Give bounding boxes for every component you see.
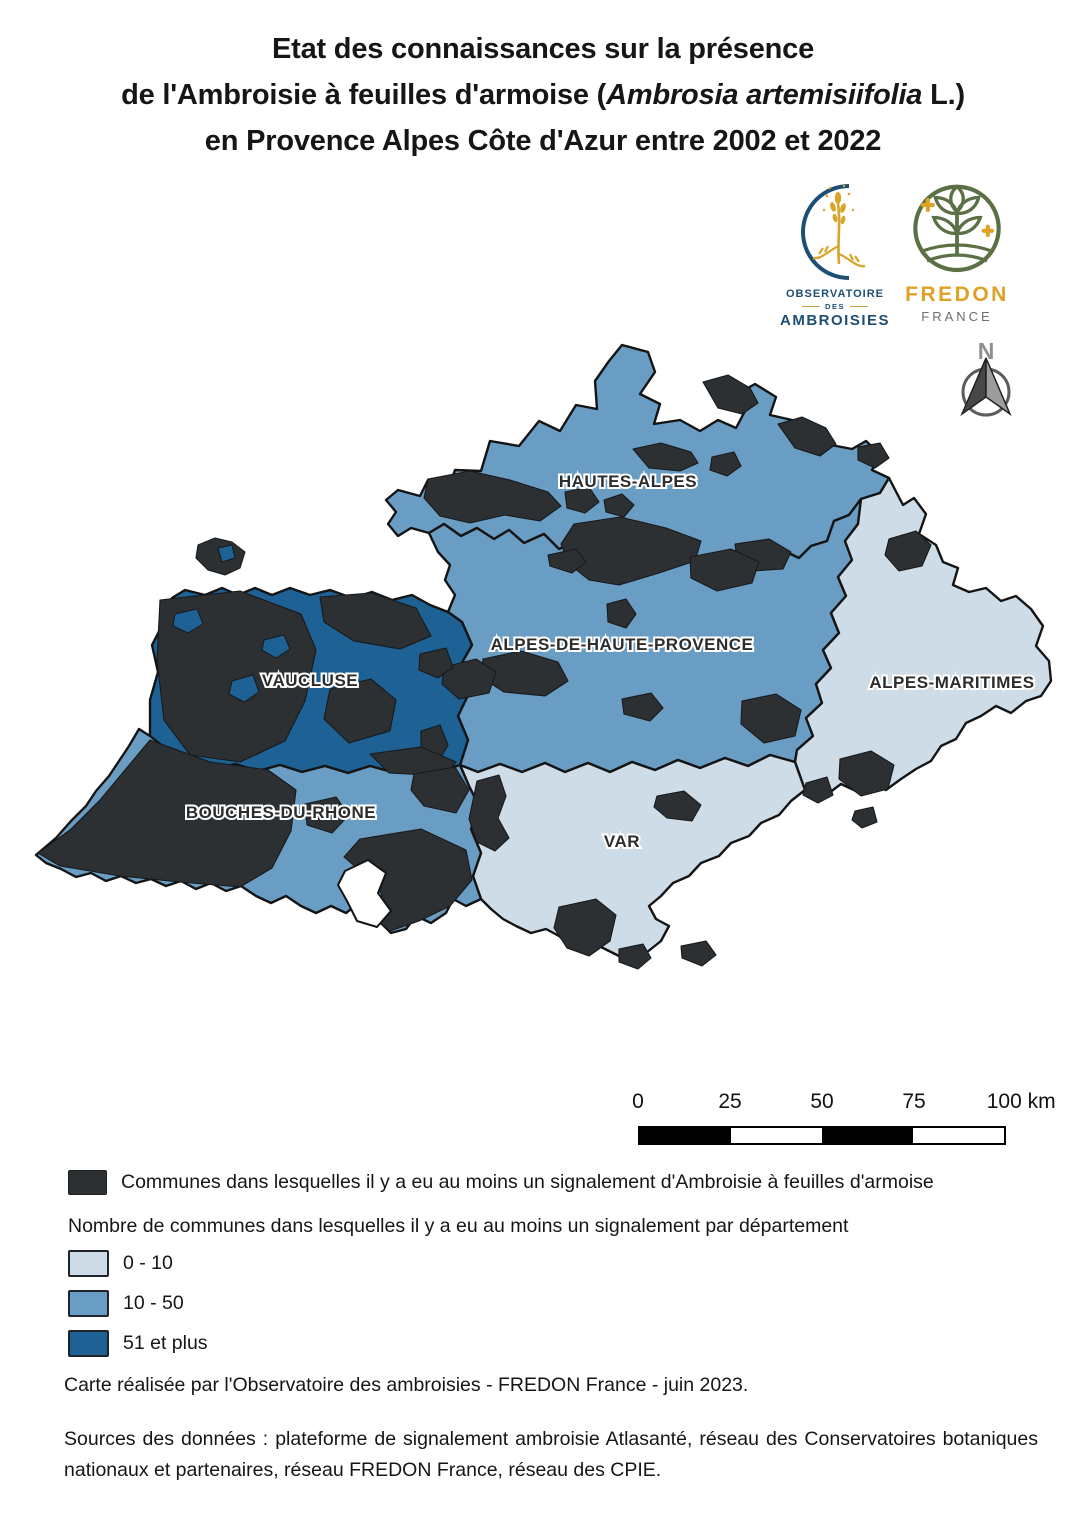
commune-blob <box>802 776 834 804</box>
commune-blob <box>653 790 702 822</box>
legend-label-signalement: Communes dans lesquelles il y a eu au mo… <box>121 1171 934 1193</box>
commune-blob <box>740 693 802 744</box>
commune-blob <box>603 493 635 518</box>
commune-blob <box>838 750 895 797</box>
scale-segment <box>822 1128 913 1143</box>
blue-gap <box>261 634 291 659</box>
scale-segment <box>640 1128 731 1143</box>
legend-row-51-plus: 51 et plus <box>68 1330 1018 1357</box>
commune-blob <box>632 442 699 472</box>
commune-blob <box>777 416 837 457</box>
observatoire-ambroisies-logo: OBSERVATOIRE DES AMBROISIES <box>780 180 891 329</box>
observatoire-logo-text-1: OBSERVATOIRE <box>786 288 884 300</box>
label-vaucluse: VAUCLUSE <box>262 671 358 690</box>
commune-blob <box>323 678 397 744</box>
label-bouches-du-rhone: BOUCHES-DU-RHONE <box>186 803 376 822</box>
legend-row-10-50: 10 - 50 <box>68 1290 1018 1317</box>
legend-label-10-50: 10 - 50 <box>123 1292 184 1314</box>
observatoire-logo-icon <box>801 184 866 280</box>
scale-tick-25: 25 <box>718 1090 742 1113</box>
sea-inlet <box>337 859 392 928</box>
department-alpes-maritimes <box>793 476 1053 795</box>
scale-tick-100: 100 km <box>986 1090 1056 1113</box>
fredon-logo-text-2: FRANCE <box>921 309 993 324</box>
commune-blob <box>423 470 562 524</box>
observatoire-logo-text-2: DES <box>802 302 868 311</box>
fredon-logo-text-1: FREDON <box>905 283 1009 306</box>
commune-blob <box>564 486 600 514</box>
commune-blob <box>547 548 587 574</box>
sources-paragraph: Sources des données : plateforme de sign… <box>64 1428 1038 1481</box>
logo-dash-left <box>802 306 821 307</box>
vaucluse-blue-gaps <box>172 544 291 703</box>
commune-blob <box>689 548 760 592</box>
title-line-1: Etat des connaissances sur la présence <box>271 33 815 65</box>
label-alpes-de-haute-provence: ALPES-DE-HAUTE-PROVENCE <box>491 635 754 654</box>
scale-tick-75: 75 <box>902 1090 926 1113</box>
scale-segment <box>731 1128 822 1143</box>
legend-swatch-10-50 <box>68 1290 109 1317</box>
north-arrow-right <box>985 357 1012 417</box>
commune-blob <box>304 796 350 834</box>
blue-gap <box>217 544 236 563</box>
scale-bar: 0 25 50 75 100 km <box>632 1090 1056 1150</box>
commune-blob <box>851 806 878 829</box>
department-labels: HAUTES-ALPES ALPES-DE-HAUTE-PROVENCE ALP… <box>184 470 1036 853</box>
commune-blob <box>618 943 652 970</box>
north-arrow-n: N <box>978 338 995 364</box>
commune-blob <box>606 598 637 629</box>
blue-gap <box>172 608 204 634</box>
legend-swatch-signalement <box>68 1170 107 1195</box>
commune-blob <box>680 940 717 967</box>
commune-blob <box>319 592 432 650</box>
commune-blob <box>621 692 664 722</box>
observatoire-logo-text-3: AMBROISIES <box>780 312 891 329</box>
title-line-2: de l'Ambroisie à feuilles d'armoise (Amb… <box>121 79 965 111</box>
fredon-france-logo: FREDON FRANCE <box>904 180 1010 324</box>
legend-label-51-plus: 51 et plus <box>123 1332 208 1354</box>
legend-row-signalement: Communes dans lesquelles il y a eu au mo… <box>68 1170 1018 1195</box>
label-var: VAR <box>604 832 640 851</box>
commune-blob <box>410 766 470 814</box>
scale-tick-50: 50 <box>810 1090 834 1113</box>
fredon-logo-icon <box>913 184 1001 273</box>
commune-blob <box>553 898 617 957</box>
legend-swatch-0-10 <box>68 1250 109 1277</box>
scale-segment <box>913 1128 1004 1143</box>
legend-swatch-51-plus <box>68 1330 109 1357</box>
commune-blob <box>468 774 510 852</box>
blue-gap <box>228 674 260 703</box>
north-arrow: N <box>960 338 1012 417</box>
commune-blob <box>702 374 759 415</box>
commune-blob <box>37 739 297 888</box>
department-var <box>458 753 807 963</box>
signalement-communes-layer <box>37 374 932 970</box>
commune-blob <box>709 451 742 477</box>
legend-row-0-10: 0 - 10 <box>68 1250 1018 1277</box>
page-title: Etat des connaissances sur la présence d… <box>0 26 1086 164</box>
label-hautes-alpes: HAUTES-ALPES <box>559 472 697 491</box>
commune-blob <box>156 590 317 763</box>
scale-tick-0: 0 <box>632 1090 644 1113</box>
title-line-3: en Provence Alpes Côte d'Azur entre 2002… <box>204 125 882 157</box>
commune-blob <box>857 442 890 469</box>
logo-dash-right <box>849 306 868 307</box>
scale-bar-ticks: 0 25 50 75 100 km <box>632 1090 1055 1118</box>
legend-label-0-10: 0 - 10 <box>123 1252 173 1274</box>
commune-blob <box>441 658 497 700</box>
commune-blob <box>418 647 454 679</box>
commune-blob <box>884 530 932 572</box>
label-alpes-maritimes: ALPES-MARITIMES <box>869 673 1034 692</box>
legend: Communes dans lesquelles il y a eu au mo… <box>68 1170 1018 1370</box>
scale-bar-segments <box>638 1126 1006 1145</box>
legend-classes-title: Nombre de communes dans lesquelles il y … <box>68 1215 849 1237</box>
credits-line: Carte réalisée par l'Observatoire des am… <box>64 1374 749 1396</box>
north-arrow-left <box>960 357 987 417</box>
